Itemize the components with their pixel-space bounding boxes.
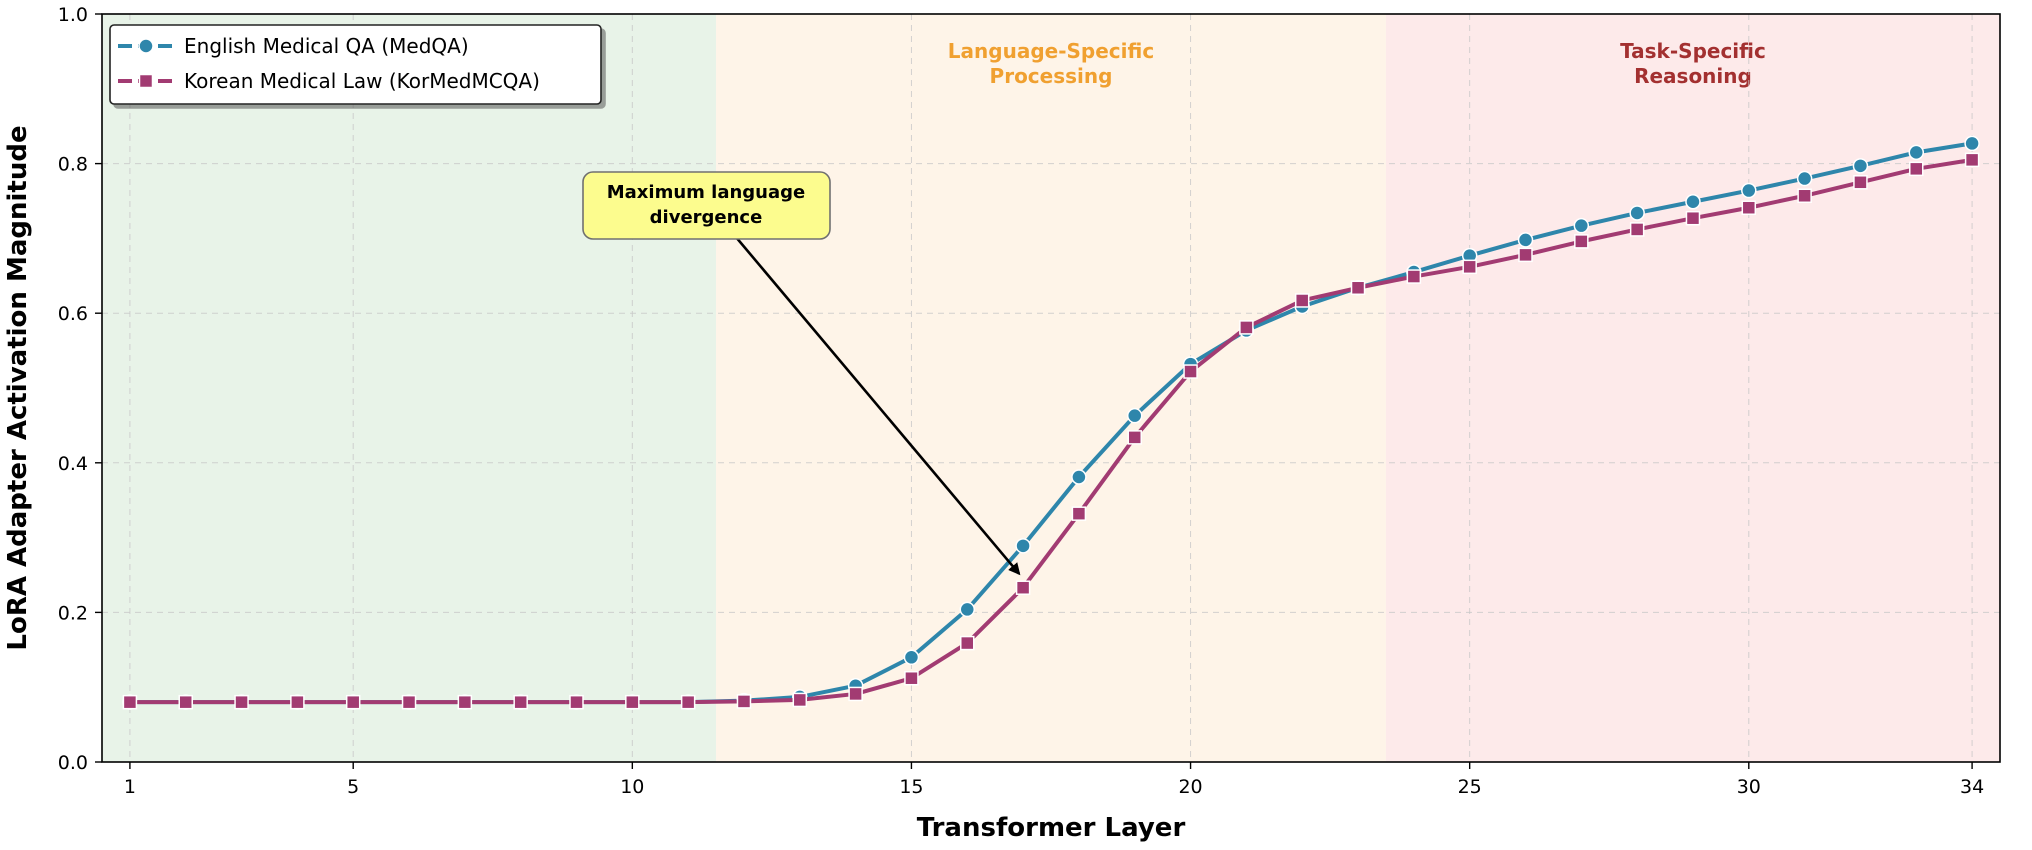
phase-region-label: Processing (990, 64, 1113, 88)
data-point (1964, 152, 1980, 168)
data-point (290, 694, 305, 710)
x-tick-label: 1 (124, 776, 136, 798)
y-axis-label: LoRA Adapter Activation Magnitude (3, 125, 33, 650)
data-point (1573, 217, 1590, 234)
x-tick-label: 20 (1178, 776, 1202, 798)
data-point (1908, 144, 1925, 161)
plot-frame (101, 13, 2001, 763)
annotation-text: Maximum language (607, 182, 806, 203)
legend-label: English Medical QA (MedQA) (184, 34, 469, 58)
phase-region-1 (716, 14, 1386, 762)
data-point (1964, 135, 1980, 152)
data-point (1015, 538, 1031, 554)
data-point (457, 694, 473, 710)
x-tick-label: 30 (1737, 776, 1761, 798)
annotation-arrow (729, 229, 1021, 576)
phase-region-2 (1385, 14, 2000, 762)
legend-label: Korean Medical Law (KorMedMCQA) (184, 69, 540, 93)
data-point (1685, 193, 1701, 210)
annotation-text: divergence (650, 207, 763, 228)
legend-item-0: English Medical QA (MedQA) (118, 34, 469, 58)
data-point (1909, 161, 1924, 177)
data-point (1685, 210, 1701, 226)
y-tick-label: 1.0 (58, 4, 88, 26)
data-point (1239, 320, 1254, 335)
data-point (1797, 188, 1812, 204)
legend-box (109, 24, 602, 105)
data-point (1071, 506, 1087, 521)
data-point (904, 670, 919, 686)
data-point (1406, 269, 1422, 284)
data-point (1127, 430, 1142, 445)
axes: 0.00.20.40.60.81.01 5 10 15 20 25 30 34Transfor… (3, 4, 2001, 843)
legend-item-1: Korean Medical Law (KorMedMCQA) (118, 69, 540, 93)
legend-marker (138, 73, 154, 89)
data-point (1071, 469, 1087, 485)
y-tick-label: 0.6 (58, 303, 88, 325)
data-point (122, 694, 138, 710)
data-point (1629, 205, 1645, 221)
annotation: Maximum language divergence (582, 171, 1021, 576)
data-point (1853, 175, 1868, 190)
y-tick-label: 0.2 (58, 602, 88, 624)
series-line (129, 157, 1973, 705)
x-tick-label: 10 (620, 776, 644, 798)
data-point (680, 694, 696, 710)
data-point (178, 694, 193, 710)
data-point (960, 635, 975, 651)
data-point (1741, 182, 1757, 199)
data-point (1183, 364, 1198, 379)
series (122, 135, 1980, 710)
legend-marker (138, 38, 154, 54)
data-point (1629, 222, 1645, 237)
data-point (1517, 232, 1534, 248)
legend: English Medical QA (MedQA) Korean Medical… (109, 24, 602, 105)
data-point (513, 694, 528, 710)
data-point (1015, 580, 1031, 595)
data-point (1126, 407, 1143, 424)
data-point (1350, 280, 1366, 296)
y-tick-label: 0.0 (58, 752, 88, 774)
data-point (1518, 247, 1533, 263)
phase-region-label: Reasoning (1634, 64, 1752, 88)
data-point (234, 694, 249, 710)
data-point (848, 686, 863, 702)
data-point (1796, 170, 1813, 187)
data-point (345, 694, 361, 710)
data-point (736, 694, 752, 709)
y-tick-label: 0.8 (58, 154, 88, 176)
phase-region-label: Task-Specific (1620, 39, 1766, 63)
data-point (401, 694, 417, 710)
data-point (625, 694, 640, 710)
data-point (1462, 259, 1477, 275)
series-1 (122, 152, 1980, 710)
x-tick-label: 5 (347, 776, 359, 798)
data-point (903, 649, 920, 666)
data-point (1294, 293, 1310, 308)
data-point (1574, 234, 1589, 249)
y-tick-label: 0.4 (58, 453, 88, 475)
x-tick-label: 25 (1458, 776, 1482, 798)
phase-region-0 (102, 14, 717, 762)
data-point (1741, 200, 1757, 215)
phase-region-label: Language-Specific (948, 39, 1154, 63)
data-point (569, 694, 584, 710)
data-point (792, 692, 808, 708)
x-axis-label: Transformer Layer (917, 813, 1186, 843)
data-point (959, 601, 976, 618)
annotation-box (582, 171, 831, 240)
x-tick-label: 15 (899, 776, 923, 798)
data-point (1852, 158, 1869, 174)
x-tick-label: 34 (1960, 776, 1984, 798)
